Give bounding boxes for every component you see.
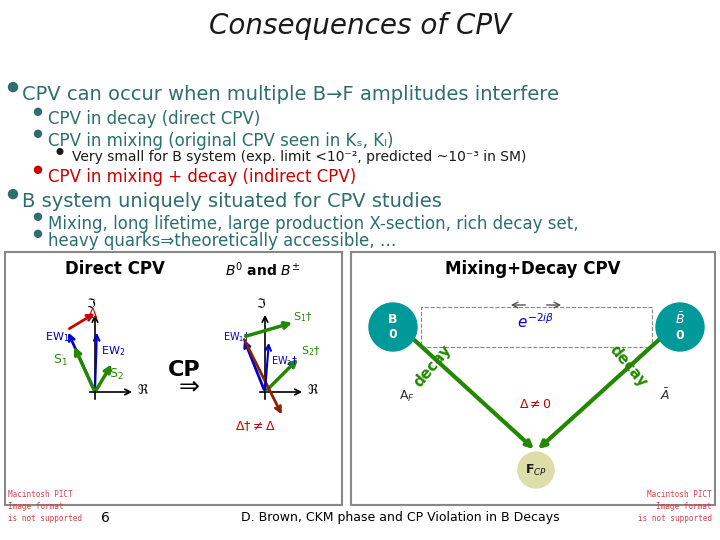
Circle shape xyxy=(656,303,704,351)
Circle shape xyxy=(518,452,554,488)
Text: F$_{CP}$: F$_{CP}$ xyxy=(525,462,547,477)
Text: Direct CPV: Direct CPV xyxy=(65,260,165,278)
Text: B system uniquely situated for CPV studies: B system uniquely situated for CPV studi… xyxy=(22,192,442,211)
Text: Macintosh PICT
Image format
is not supported: Macintosh PICT Image format is not suppo… xyxy=(638,490,712,523)
Text: heavy quarks⇒theoretically accessible, …: heavy quarks⇒theoretically accessible, … xyxy=(48,232,397,250)
Circle shape xyxy=(9,83,17,92)
Text: $\Im$: $\Im$ xyxy=(86,297,96,311)
Circle shape xyxy=(369,303,417,351)
Text: CPV in decay (direct CPV): CPV in decay (direct CPV) xyxy=(48,110,261,128)
Circle shape xyxy=(35,130,42,137)
Text: $\bar{B}$
0: $\bar{B}$ 0 xyxy=(675,312,685,342)
Text: $\Re$: $\Re$ xyxy=(137,383,149,397)
Text: EW$_1$†: EW$_1$† xyxy=(223,330,250,344)
Text: S$_2$: S$_2$ xyxy=(109,367,124,382)
Text: B
0: B 0 xyxy=(388,313,397,341)
Circle shape xyxy=(57,148,63,154)
Text: $\Delta$: $\Delta$ xyxy=(87,307,99,321)
Text: Mixing, long lifetime, large production X-section, rich decay set,: Mixing, long lifetime, large production … xyxy=(48,215,579,233)
Bar xyxy=(5,252,342,505)
Text: EW$_2$†: EW$_2$† xyxy=(271,354,298,368)
Circle shape xyxy=(9,190,17,199)
Text: CPV can occur when multiple B→F amplitudes interfere: CPV can occur when multiple B→F amplitud… xyxy=(22,85,559,104)
Text: $\Delta\neq 0$: $\Delta\neq 0$ xyxy=(520,399,552,411)
Bar xyxy=(421,307,652,347)
Text: Macintosh PICT
Image format
is not supported: Macintosh PICT Image format is not suppo… xyxy=(8,490,82,523)
Circle shape xyxy=(35,166,42,173)
Text: Consequences of CPV: Consequences of CPV xyxy=(209,12,511,40)
Text: Mixing+Decay CPV: Mixing+Decay CPV xyxy=(445,260,621,278)
Text: Very small for B system (exp. limit <10⁻², predicted ~10⁻³ in SM): Very small for B system (exp. limit <10⁻… xyxy=(72,150,526,164)
Text: $\Im$: $\Im$ xyxy=(256,297,266,311)
Text: decay: decay xyxy=(411,342,454,390)
Text: $\Re$: $\Re$ xyxy=(307,383,319,397)
Text: EW$_2$: EW$_2$ xyxy=(101,344,125,358)
Circle shape xyxy=(35,213,42,220)
Text: decay: decay xyxy=(606,342,649,390)
Text: $\Delta$†$\neq\Delta$: $\Delta$†$\neq\Delta$ xyxy=(235,419,276,433)
Text: $\Rightarrow$: $\Rightarrow$ xyxy=(174,373,201,397)
Text: D. Brown, CKM phase and CP Violation in B Decays: D. Brown, CKM phase and CP Violation in … xyxy=(240,511,559,524)
Circle shape xyxy=(35,230,42,237)
Text: 6: 6 xyxy=(101,511,109,525)
Text: S$_1$: S$_1$ xyxy=(53,353,68,368)
Text: EW$_1$: EW$_1$ xyxy=(45,330,69,344)
Text: $\bar{A}$: $\bar{A}$ xyxy=(660,388,670,403)
Text: CPV in mixing + decay (indirect CPV): CPV in mixing + decay (indirect CPV) xyxy=(48,168,356,186)
Text: CP: CP xyxy=(168,360,201,380)
Text: $B^0$ and $B^{\pm}$: $B^0$ and $B^{\pm}$ xyxy=(225,260,300,279)
Text: S$_1$†: S$_1$† xyxy=(293,310,312,324)
Text: A$_F$: A$_F$ xyxy=(399,389,415,404)
Circle shape xyxy=(512,381,560,429)
Text: $e^{-2i\beta}$: $e^{-2i\beta}$ xyxy=(518,313,554,332)
Bar xyxy=(351,252,715,505)
Text: CPV in mixing (original CPV seen in Kₛ, Kₗ): CPV in mixing (original CPV seen in Kₛ, … xyxy=(48,132,394,150)
Text: S$_2$†: S$_2$† xyxy=(301,344,320,358)
Circle shape xyxy=(35,109,42,116)
